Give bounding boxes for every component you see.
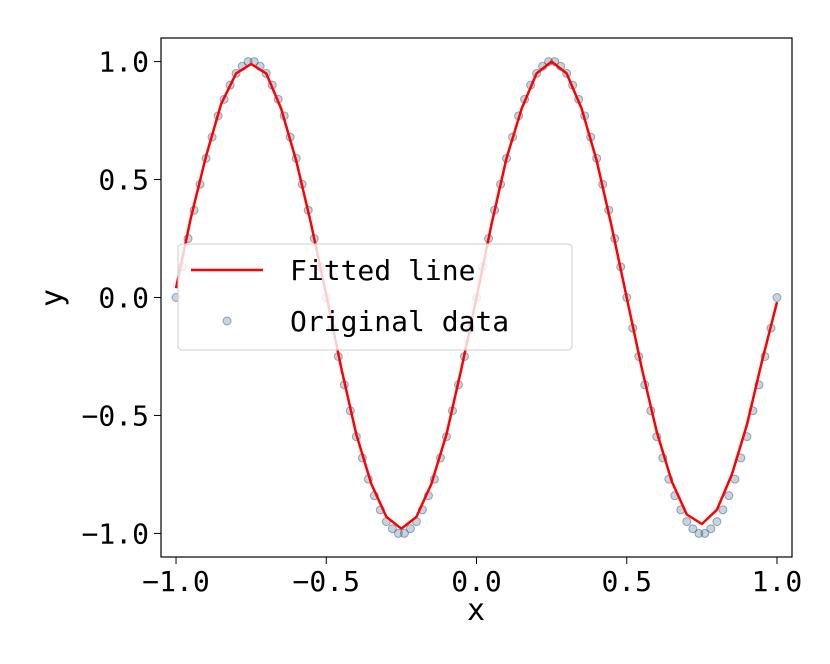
data-point <box>700 528 710 538</box>
y-tick-label: 1.0 <box>98 46 149 79</box>
legend-marker-swatch <box>222 316 232 326</box>
legend-frame <box>177 243 573 351</box>
data-point <box>405 524 415 534</box>
data-point <box>718 505 728 515</box>
data-point <box>694 528 704 538</box>
x-tick-label: −1.0 <box>142 565 209 598</box>
data-point <box>387 524 397 534</box>
x-axis-label: x <box>467 593 485 628</box>
legend-label-fitted-line: Fitted line <box>290 254 475 287</box>
data-point <box>688 524 698 534</box>
y-tick-label: −1.0 <box>82 517 149 550</box>
x-tick-label: −0.5 <box>293 565 360 598</box>
plot-frame <box>160 37 793 558</box>
y-axis: −1.0 −0.5 0.0 0.5 1.0 <box>82 46 161 550</box>
legend-label-original-data: Original data <box>290 305 509 338</box>
x-tick-label: 1.0 <box>752 565 803 598</box>
data-point <box>393 528 403 538</box>
y-tick-label: 0.5 <box>98 164 149 197</box>
data-point <box>772 293 782 302</box>
data-point <box>682 517 692 527</box>
y-tick-label: −0.5 <box>82 399 149 432</box>
data-point <box>724 491 734 501</box>
x-axis: −1.0 −0.5 0.0 0.5 1.0 <box>142 557 802 598</box>
data-point <box>712 517 722 527</box>
data-point <box>399 528 409 538</box>
data-point <box>706 524 716 534</box>
y-tick-label: 0.0 <box>98 282 149 315</box>
x-tick-label: 0.0 <box>451 565 502 598</box>
y-axis-label: y <box>35 289 70 307</box>
legend: Fitted line Original data <box>177 243 573 351</box>
x-tick-label: 0.5 <box>601 565 652 598</box>
